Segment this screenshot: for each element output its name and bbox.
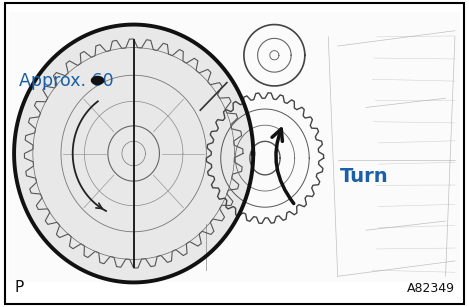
Text: Turn: Turn xyxy=(340,167,389,186)
Text: P: P xyxy=(14,280,23,295)
Text: Approx. 60: Approx. 60 xyxy=(19,72,113,90)
Bar xyxy=(9,12,460,282)
Polygon shape xyxy=(14,25,253,282)
Circle shape xyxy=(91,76,104,84)
Text: A82349: A82349 xyxy=(407,282,455,295)
